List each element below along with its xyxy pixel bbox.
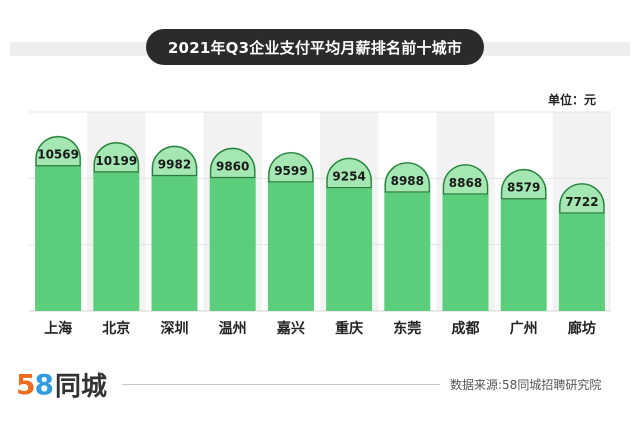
unit-label: 单位：元 bbox=[548, 93, 597, 107]
data-label: 9599 bbox=[274, 164, 307, 178]
bar bbox=[326, 157, 373, 311]
brand-logo: 58 同城 bbox=[16, 366, 107, 402]
bar bbox=[558, 182, 605, 311]
category-label: 广州 bbox=[510, 320, 538, 337]
bar bbox=[35, 135, 82, 311]
category-label: 深圳 bbox=[161, 320, 189, 337]
bar bbox=[209, 147, 256, 311]
bar bbox=[384, 161, 431, 311]
bar-cap bbox=[35, 136, 81, 167]
category-label: 廊坊 bbox=[568, 320, 596, 337]
logo-number: 58 bbox=[16, 367, 54, 401]
category-label: 东莞 bbox=[393, 320, 421, 337]
bar bbox=[500, 168, 547, 311]
data-label: 9254 bbox=[332, 170, 365, 184]
bar-cap bbox=[151, 145, 198, 177]
bar-cap bbox=[384, 162, 430, 193]
bar-cap bbox=[559, 183, 605, 214]
bar-cap bbox=[442, 164, 489, 195]
data-label: 8579 bbox=[507, 181, 540, 195]
bar bbox=[93, 141, 140, 311]
bar-cap bbox=[268, 152, 314, 183]
category-label: 重庆 bbox=[335, 320, 363, 337]
category-label: 成都 bbox=[452, 320, 480, 337]
category-label: 嘉兴 bbox=[276, 320, 305, 337]
chart-title: 2021年Q3企业支付平均月薪排名前十城市 bbox=[146, 29, 484, 65]
bar-cap bbox=[501, 169, 547, 200]
category-label: 北京 bbox=[102, 320, 130, 337]
data-source: 数据来源:58同城招聘研究院 bbox=[450, 378, 602, 392]
category-label: 上海 bbox=[44, 320, 72, 337]
data-label: 7722 bbox=[565, 195, 598, 209]
bar bbox=[151, 145, 198, 311]
category-label: 温州 bbox=[219, 321, 247, 337]
data-label: 8868 bbox=[449, 176, 482, 190]
bar-cap bbox=[210, 147, 256, 179]
data-label: 8988 bbox=[391, 174, 424, 188]
data-label: 10199 bbox=[95, 154, 137, 168]
data-label: 10569 bbox=[37, 148, 79, 162]
bar-cap bbox=[326, 157, 372, 189]
bar bbox=[442, 163, 489, 311]
bar bbox=[267, 151, 314, 311]
data-label: 9982 bbox=[158, 157, 191, 171]
bar-cap bbox=[93, 142, 139, 173]
data-label: 9860 bbox=[216, 159, 249, 173]
footer-divider bbox=[122, 384, 440, 385]
logo-text: 同城 bbox=[54, 371, 107, 402]
